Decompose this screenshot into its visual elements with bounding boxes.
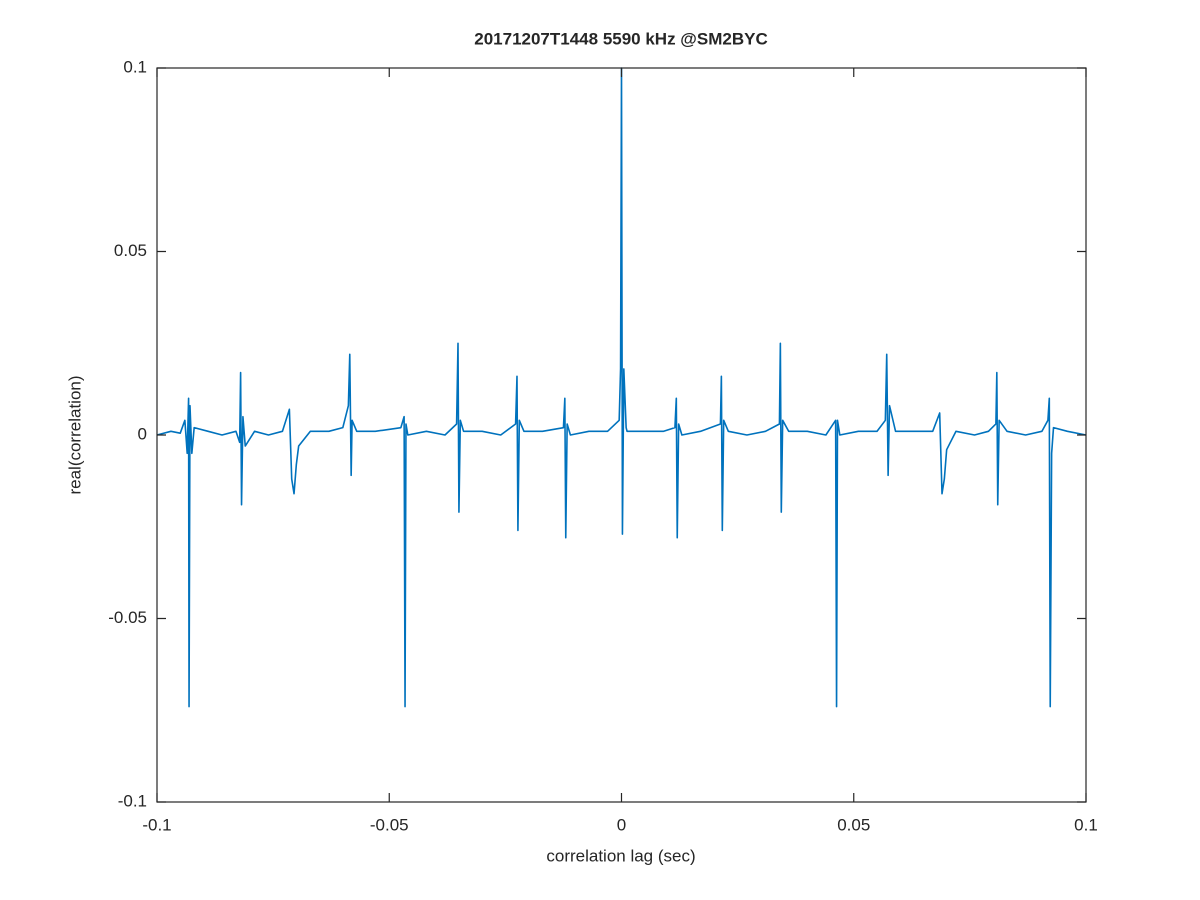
- x-axis-label: correlation lag (sec): [546, 846, 695, 865]
- x-tick-label: -0.1: [142, 815, 171, 834]
- y-axis-label: real(correlation): [65, 375, 84, 494]
- y-tick-label: 0: [138, 424, 147, 443]
- x-tick-label: 0: [617, 815, 626, 834]
- x-tick-label: 0.1: [1074, 815, 1098, 834]
- x-tick-label: 0.05: [837, 815, 870, 834]
- y-tick-label: -0.1: [118, 791, 147, 810]
- x-tick-label: -0.05: [370, 815, 409, 834]
- y-tick-label: 0.05: [114, 241, 147, 260]
- data-line: [156, 67, 1087, 708]
- chart-title: 20171207T1448 5590 kHz @SM2BYC: [474, 29, 767, 48]
- y-tick-label: -0.05: [108, 608, 147, 627]
- y-tick-label: 0.1: [123, 57, 147, 76]
